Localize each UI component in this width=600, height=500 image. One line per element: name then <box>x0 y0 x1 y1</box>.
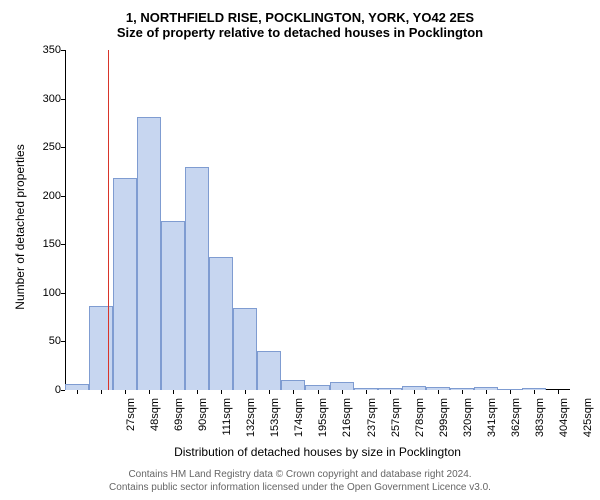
histogram-bar <box>137 117 161 390</box>
x-tick-label: 237sqm <box>366 398 378 448</box>
x-tick-label: 257sqm <box>390 398 402 448</box>
x-tick <box>149 390 150 394</box>
footer-line2: Contains public sector information licen… <box>0 481 600 494</box>
x-tick-label: 362sqm <box>510 398 522 448</box>
histogram-chart: 05010015020025030035027sqm48sqm69sqm90sq… <box>65 50 570 390</box>
x-tick <box>77 390 78 394</box>
x-tick <box>269 390 270 394</box>
x-tick <box>510 390 511 394</box>
x-tick <box>438 390 439 394</box>
y-tick <box>61 341 65 342</box>
histogram-bar <box>113 178 137 390</box>
property-marker-line <box>108 50 109 390</box>
histogram-bar <box>161 221 185 390</box>
x-tick <box>125 390 126 394</box>
histogram-bar <box>233 308 257 390</box>
x-tick-label: 111sqm <box>221 398 233 448</box>
y-tick-label: 100 <box>31 287 61 299</box>
y-tick-label: 250 <box>31 141 61 153</box>
x-tick <box>462 390 463 394</box>
x-tick-label: 278sqm <box>414 398 426 448</box>
y-tick <box>61 99 65 100</box>
x-tick <box>414 390 415 394</box>
x-tick-label: 383sqm <box>534 398 546 448</box>
histogram-bar <box>185 167 209 390</box>
x-tick <box>558 390 559 394</box>
x-tick <box>197 390 198 394</box>
x-tick <box>101 390 102 394</box>
y-tick <box>61 50 65 51</box>
histogram-bar <box>330 382 354 390</box>
x-tick <box>245 390 246 394</box>
x-axis-label: Distribution of detached houses by size … <box>65 445 570 459</box>
x-tick-label: 195sqm <box>317 398 329 448</box>
x-tick-label: 48sqm <box>149 398 161 448</box>
x-tick-label: 425sqm <box>582 398 594 448</box>
x-tick-label: 299sqm <box>438 398 450 448</box>
histogram-bar <box>281 380 305 390</box>
x-tick <box>534 390 535 394</box>
x-tick-label: 69sqm <box>173 398 185 448</box>
title-address: 1, NORTHFIELD RISE, POCKLINGTON, YORK, Y… <box>0 10 600 25</box>
y-tick-label: 150 <box>31 238 61 250</box>
histogram-bar <box>89 306 113 390</box>
histogram-bar <box>257 351 281 390</box>
y-tick-label: 200 <box>31 190 61 202</box>
x-tick-label: 27sqm <box>125 398 137 448</box>
footer-line1: Contains HM Land Registry data © Crown c… <box>0 468 600 481</box>
y-tick-label: 300 <box>31 93 61 105</box>
x-tick-label: 132sqm <box>245 398 257 448</box>
y-tick-label: 50 <box>31 335 61 347</box>
y-tick-label: 0 <box>31 384 61 396</box>
y-tick <box>61 293 65 294</box>
y-axis <box>65 50 66 390</box>
x-tick <box>318 390 319 394</box>
x-tick <box>173 390 174 394</box>
x-tick <box>221 390 222 394</box>
chart-title-block: 1, NORTHFIELD RISE, POCKLINGTON, YORK, Y… <box>0 0 600 40</box>
x-tick-label: 320sqm <box>462 398 474 448</box>
x-tick-label: 404sqm <box>558 398 570 448</box>
x-tick <box>366 390 367 394</box>
x-tick-label: 216sqm <box>341 398 353 448</box>
x-tick <box>293 390 294 394</box>
x-tick <box>486 390 487 394</box>
y-tick <box>61 244 65 245</box>
x-tick-label: 174sqm <box>293 398 305 448</box>
y-tick <box>61 390 65 391</box>
x-tick-label: 153sqm <box>269 398 281 448</box>
x-tick <box>342 390 343 394</box>
y-tick <box>61 196 65 197</box>
y-tick <box>61 147 65 148</box>
y-axis-label: Number of detached properties <box>13 127 27 327</box>
histogram-bar <box>209 257 233 390</box>
x-tick-label: 90sqm <box>197 398 209 448</box>
footer-attribution: Contains HM Land Registry data © Crown c… <box>0 468 600 494</box>
x-tick-label: 341sqm <box>486 398 498 448</box>
title-subtitle: Size of property relative to detached ho… <box>0 25 600 40</box>
x-tick <box>390 390 391 394</box>
y-tick-label: 350 <box>31 44 61 56</box>
